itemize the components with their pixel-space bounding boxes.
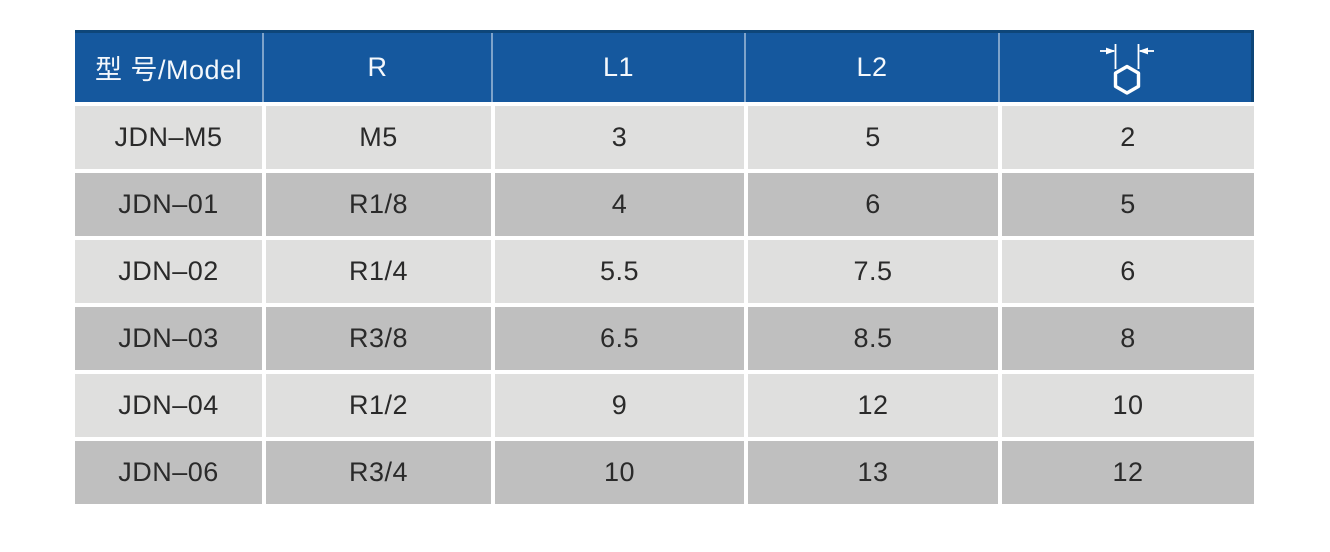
cell-l2: 12: [744, 374, 998, 437]
header-l1: L1: [491, 33, 744, 102]
cell-r: R1/8: [262, 173, 491, 236]
cell-r: R1/2: [262, 374, 491, 437]
header-model: 型 号/Model: [94, 55, 243, 85]
model-spec-table: 型 号/Model R L1 L2: [75, 30, 1254, 504]
cell-l1: 6.5: [491, 307, 744, 370]
cell-l2: 5: [744, 106, 998, 169]
cell-model: JDN–06: [75, 441, 262, 504]
table-row: JDN–03 R3/8 6.5 8.5 8: [75, 307, 1254, 370]
cell-l1: 3: [491, 106, 744, 169]
table-header-row: 型 号/Model R L1 L2: [75, 30, 1254, 102]
cell-hex: 8: [998, 307, 1254, 370]
cell-l1: 9: [491, 374, 744, 437]
cell-model: JDN–04: [75, 374, 262, 437]
table-row: JDN–06 R3/4 10 13 12: [75, 441, 1254, 504]
cell-model: JDN–01: [75, 173, 262, 236]
cell-model: JDN–02: [75, 240, 262, 303]
cell-r: R1/4: [262, 240, 491, 303]
cell-model: JDN–M5: [75, 106, 262, 169]
table-row: JDN–M5 M5 3 5 2: [75, 106, 1254, 169]
cell-l1: 10: [491, 441, 744, 504]
hex-width-across-flats-icon: [1100, 43, 1154, 95]
header-l2: L2: [744, 33, 998, 102]
cell-model: JDN–03: [75, 307, 262, 370]
cell-r: R3/4: [262, 441, 491, 504]
cell-l2: 8.5: [744, 307, 998, 370]
cell-l1: 4: [491, 173, 744, 236]
table-row: JDN–01 R1/8 4 6 5: [75, 173, 1254, 236]
cell-hex: 10: [998, 374, 1254, 437]
cell-hex: 2: [998, 106, 1254, 169]
cell-l1: 5.5: [491, 240, 744, 303]
cell-l2: 7.5: [744, 240, 998, 303]
cell-r: R3/8: [262, 307, 491, 370]
table-row: JDN–04 R1/2 9 12 10: [75, 374, 1254, 437]
cell-r: M5: [262, 106, 491, 169]
cell-hex: 5: [998, 173, 1254, 236]
cell-l2: 13: [744, 441, 998, 504]
header-hex: [998, 33, 1254, 102]
table-row: JDN–02 R1/4 5.5 7.5 6: [75, 240, 1254, 303]
cell-hex: 6: [998, 240, 1254, 303]
header-r: R: [262, 33, 491, 102]
cell-hex: 12: [998, 441, 1254, 504]
cell-l2: 6: [744, 173, 998, 236]
